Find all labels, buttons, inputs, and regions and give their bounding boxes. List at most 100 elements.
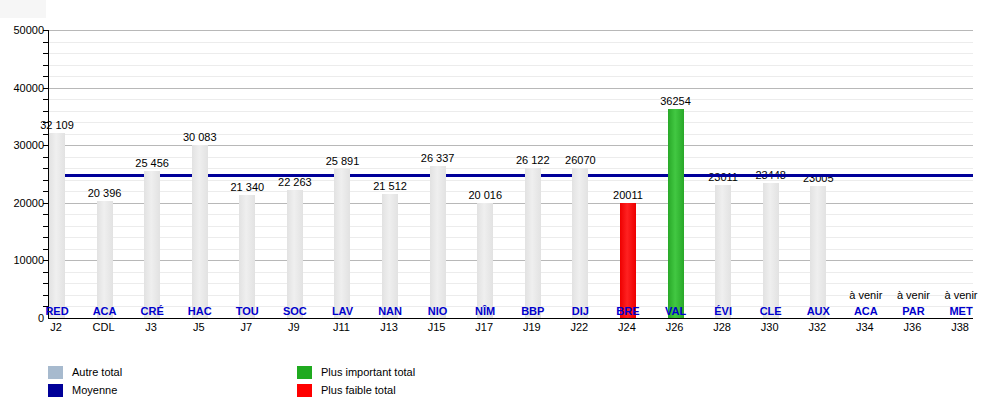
category-code-label: ACA [93,305,117,317]
category-code-label: CLE [760,305,782,317]
matchday-label: J17 [475,321,493,333]
matchday-label: J34 [856,321,874,333]
gridline-minor [49,272,973,273]
bar-nan [382,194,398,318]
gridline-minor [49,53,973,54]
bar-value-label: 20 016 [468,189,502,201]
legend-label: Plus important total [321,366,415,378]
bar-aux [810,186,826,319]
bar-évi [715,185,731,318]
y-axis-tick [43,53,49,54]
category-code-label: BRE [616,305,639,317]
bar-value-label: 25 891 [326,155,360,167]
y-axis-label: 30000 [0,139,44,151]
gridline-minor [49,76,973,77]
bar-val [668,109,684,318]
legend-label: Autre total [72,366,122,378]
y-axis-tick [43,111,49,112]
bar-value-label: 20011 [613,189,643,201]
bar-hac [192,145,208,318]
matchday-label: J32 [808,321,826,333]
matchday-label: J7 [241,321,253,333]
legend-label: Moyenne [72,384,117,396]
gridline-minor [49,180,973,181]
matchday-label: J36 [904,321,922,333]
bar-red [49,133,65,318]
category-code-label: HAC [188,305,212,317]
gridline-minor [49,99,973,100]
bar-nîm [477,203,493,318]
gridline-minor [49,42,973,43]
matchday-label: CDL [93,321,115,333]
bar-nio [430,166,446,318]
matchday-label: J5 [193,321,205,333]
gridline-major [49,145,973,146]
matchday-label: J38 [951,321,969,333]
category-code-label: NÎM [475,305,495,317]
matchday-label: J11 [333,321,350,333]
y-axis-label: 40000 [0,82,44,94]
bar-soc [287,190,303,318]
gridline-minor [49,249,973,250]
category-code-label: TOU [236,305,259,317]
category-code-label: VAL [665,305,686,317]
bar-value-label: 25 456 [135,157,169,169]
category-code-label: NAN [378,305,402,317]
bar-value-label: 26070 [565,154,596,166]
bar-value-label: 21 340 [230,181,264,193]
legend-swatch-highest [297,366,312,379]
matchday-label: J24 [618,321,636,333]
category-code-label: ÉVI [714,305,732,317]
upcoming-note: à venir [897,289,930,301]
bar-tou [239,195,255,318]
y-axis-label: 0 [0,312,44,324]
gridline-minor [49,122,973,123]
y-axis-tick [43,65,49,66]
bar-value-label: 21 512 [373,180,407,192]
legend-label: Plus faible total [321,384,396,396]
gridline-minor [49,157,973,158]
y-axis-tick [43,30,49,31]
y-axis-tick [43,88,49,89]
bar-cle [763,183,779,318]
bar-bbp [525,168,541,318]
matchday-label: J28 [713,321,731,333]
category-code-label: ACA [854,305,878,317]
matchday-label: J13 [380,321,398,333]
bar-dij [572,168,588,318]
y-axis-label: 20000 [0,197,44,209]
matchday-label: J15 [428,321,446,333]
category-code-label: PAR [902,305,924,317]
y-axis-label: 50000 [0,24,44,36]
plot-area: 32 109RED20 396ACA25 456CRÉ30 083HAC21 3… [48,30,973,319]
bar-bre [620,203,636,318]
gridline-minor [49,295,973,296]
corner-box [0,0,46,18]
gridline-minor [49,237,973,238]
category-code-label: DIJ [572,305,589,317]
bar-value-label: 36254 [660,95,691,107]
average-line [49,174,973,177]
bar-cré [144,171,160,318]
matchday-label: J19 [523,321,541,333]
gridline-major [49,88,973,89]
category-code-label: BBP [521,305,544,317]
gridline-minor [49,65,973,66]
category-code-label: CRÉ [141,305,164,317]
category-code-label: LAV [332,305,353,317]
matchday-label: J26 [666,321,684,333]
gridline-major [49,203,973,204]
gridline-minor [49,168,973,169]
category-code-label: NIO [428,305,448,317]
upcoming-note: à venir [849,289,882,301]
gridline-minor [49,191,973,192]
category-code-label: AUX [807,305,830,317]
bar-value-label: 32 109 [40,119,74,131]
category-code-label: SOC [283,305,307,317]
bar-value-label: 20 396 [88,187,122,199]
matchday-label: J22 [570,321,588,333]
gridline-major [49,260,973,261]
y-axis-label: 10000 [0,254,44,266]
gridline-minor [49,226,973,227]
gridline-minor [49,283,973,284]
